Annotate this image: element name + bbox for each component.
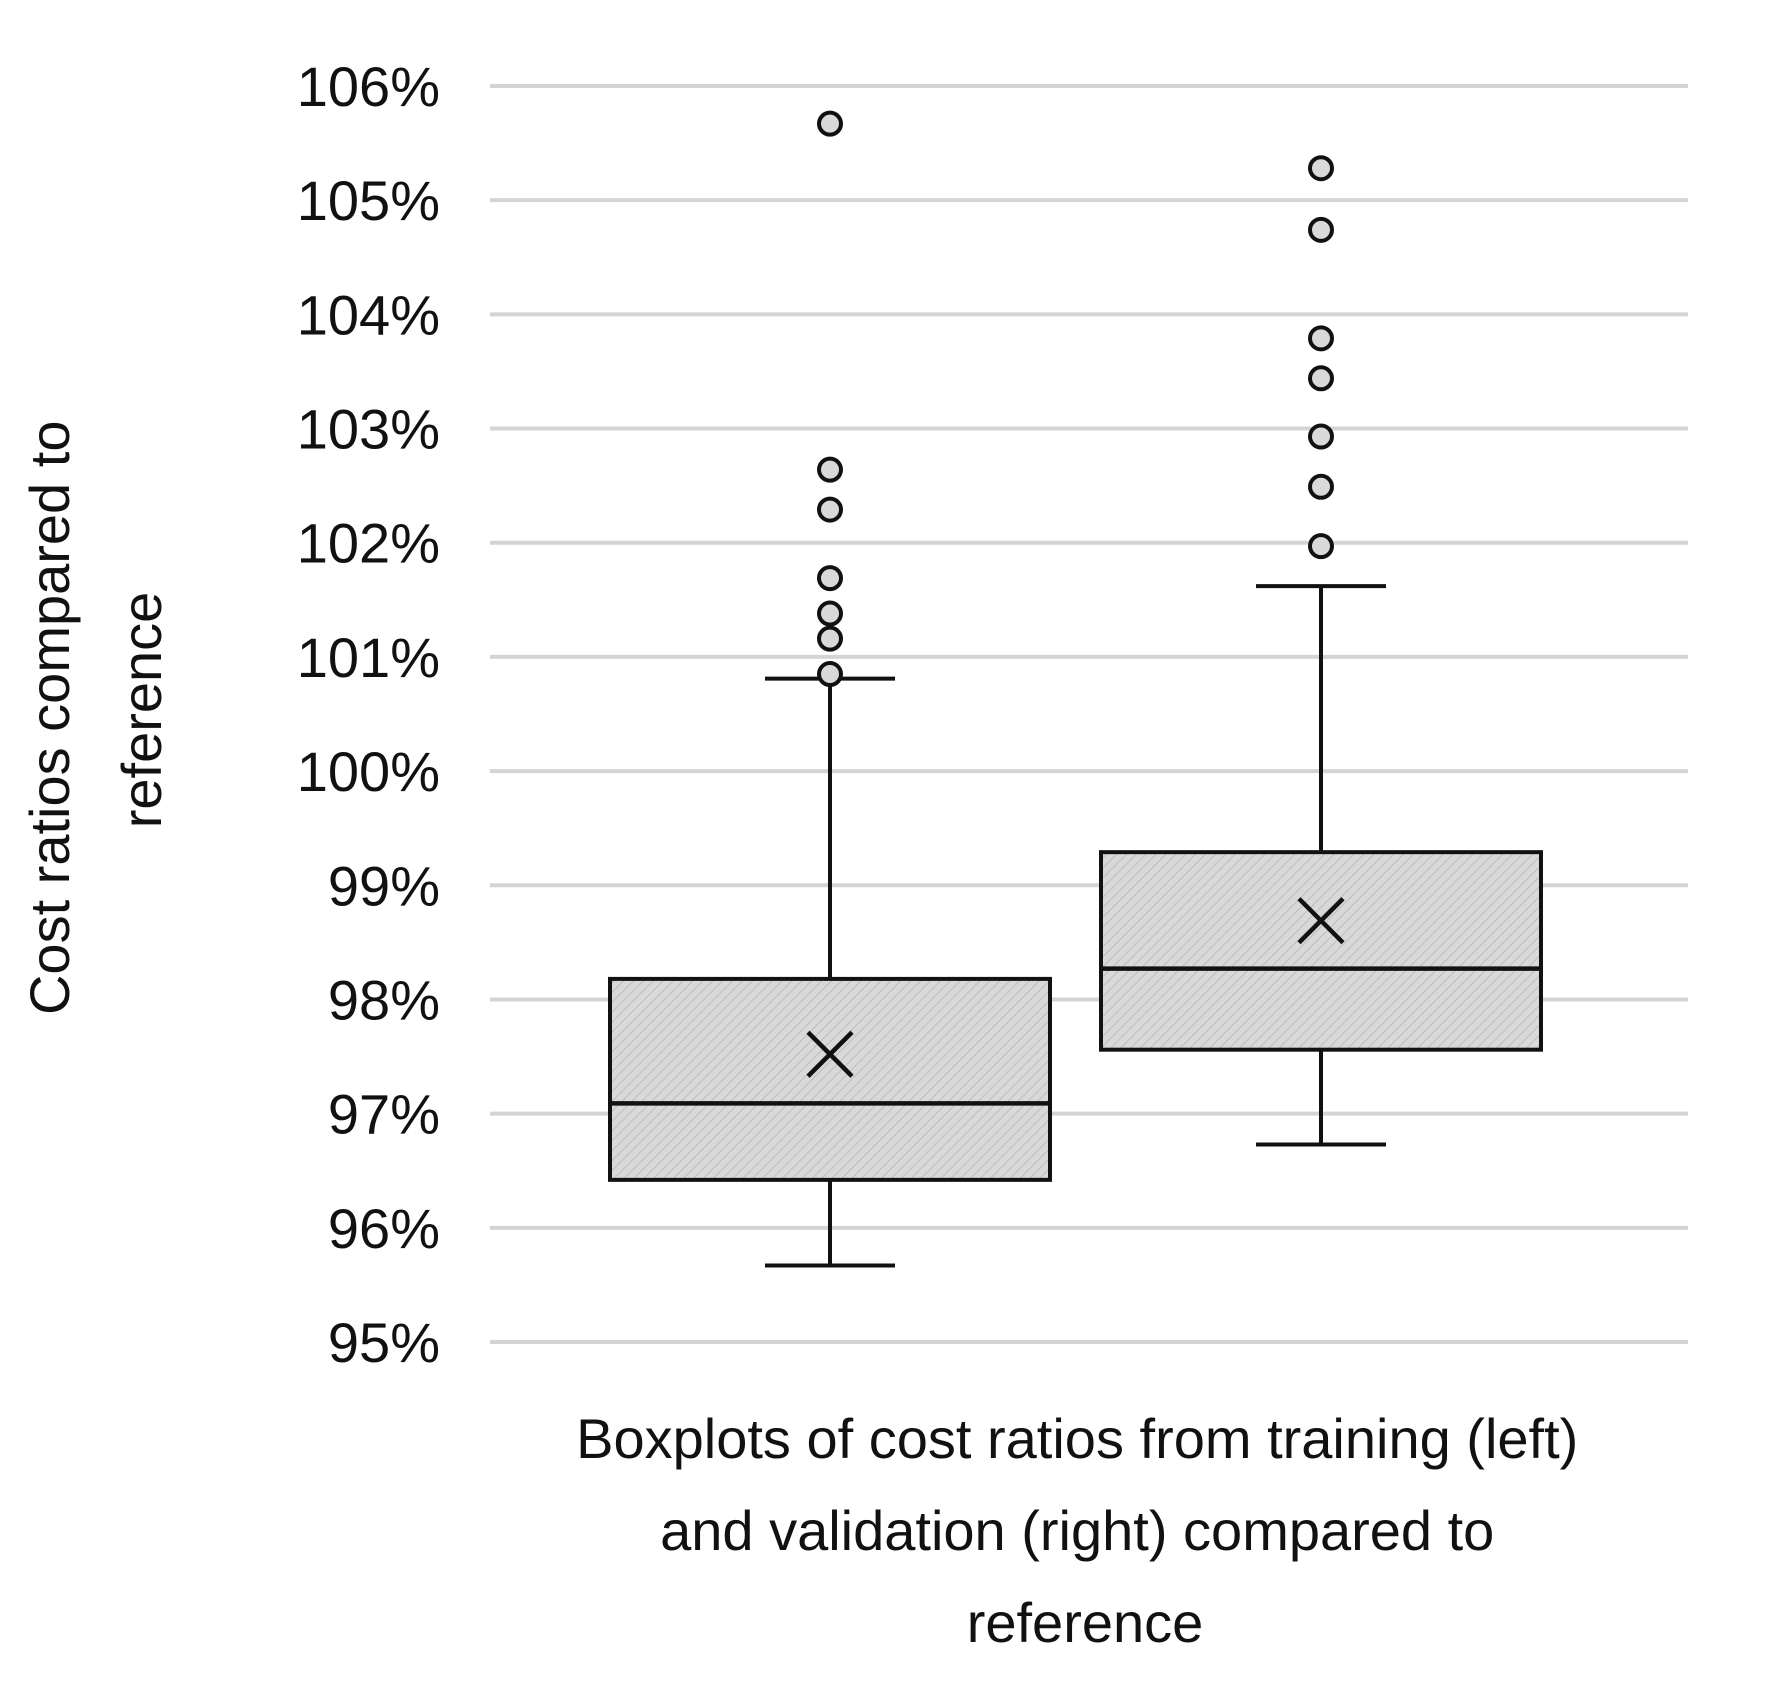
outlier-point (817, 625, 843, 652)
box-group-training (608, 110, 1052, 1268)
outlier-point (1308, 473, 1334, 500)
outlier-point (817, 496, 843, 523)
outlier-point (817, 110, 843, 137)
y-tick-label: 97% (328, 1083, 440, 1146)
y-tick-label: 96% (328, 1197, 440, 1260)
outlier-point (1308, 533, 1334, 560)
y-tick-label: 95% (328, 1311, 440, 1374)
interquartile-box (608, 976, 1052, 1182)
y-tick-label: 106% (297, 55, 440, 118)
outlier-point (817, 565, 843, 592)
outlier-point (1308, 423, 1334, 450)
x-axis-title: Boxplots of cost ratios from training (l… (576, 1407, 1594, 1654)
outlier-point (817, 600, 843, 627)
y-axis-tick-labels: 95% 96% 97% 98% 99% 100% 101% 102% 103% 104% 105% 1… (297, 55, 440, 1374)
x-axis-title-line-1: Boxplots of cost ratios from training (l… (576, 1407, 1578, 1470)
y-axis-title-line-2: reference (110, 592, 173, 829)
outlier-point (817, 661, 843, 688)
interquartile-box (1099, 850, 1543, 1052)
y-tick-label: 98% (328, 968, 440, 1031)
boxes (608, 110, 1543, 1268)
outlier-point (817, 456, 843, 483)
y-axis-title: Cost ratios compared to reference (18, 405, 173, 1015)
outlier-point (1308, 216, 1334, 243)
x-axis-title-line-3: reference (967, 1591, 1204, 1654)
y-tick-label: 104% (297, 283, 440, 346)
y-tick-label: 103% (297, 398, 440, 461)
y-tick-label: 102% (297, 512, 440, 575)
x-axis-title-line-2: and validation (right) compared to (660, 1499, 1494, 1562)
box-group-validation (1099, 155, 1543, 1147)
y-tick-label: 101% (297, 626, 440, 689)
y-tick-label: 105% (297, 169, 440, 232)
y-axis-title-line-1: Cost ratios compared to (18, 421, 81, 1015)
y-tick-label: 99% (328, 854, 440, 917)
mean-marker (806, 1030, 854, 1078)
outlier-point (1308, 155, 1334, 182)
mean-marker (1297, 897, 1345, 945)
y-tick-label: 100% (297, 740, 440, 803)
outlier-point (1308, 325, 1334, 352)
outlier-point (1308, 365, 1334, 392)
